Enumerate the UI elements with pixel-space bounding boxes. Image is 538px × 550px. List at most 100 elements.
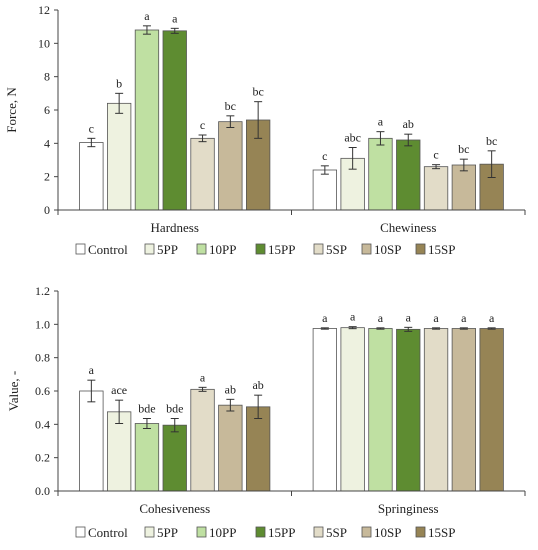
significance-letter: bc bbox=[486, 134, 497, 148]
legend-label-5SP: 5SP bbox=[326, 525, 347, 540]
y-tick-label: 0.2 bbox=[35, 451, 50, 465]
chart-value: Value, -0.00.20.40.60.81.01.2aaaceabdeab… bbox=[6, 284, 526, 540]
bar-10PP-Hardness bbox=[134, 29, 160, 211]
significance-letter: abc bbox=[344, 131, 361, 145]
bar-5SP-Springiness bbox=[423, 328, 449, 492]
bar-15PP-Springiness bbox=[396, 328, 421, 492]
significance-letter: bde bbox=[166, 402, 183, 416]
y-tick-label: 0.4 bbox=[35, 417, 50, 431]
legend-label-Control: Control bbox=[88, 525, 128, 540]
category-label: Cohesiveness bbox=[139, 501, 210, 516]
bar-10SP-Hardness bbox=[218, 121, 243, 211]
significance-letter: a bbox=[89, 363, 95, 377]
significance-letter: bde bbox=[138, 402, 155, 416]
bar-10SP-Springiness bbox=[451, 328, 477, 492]
significance-letter: a bbox=[200, 370, 206, 384]
bar-15PP-Chewiness bbox=[396, 139, 421, 211]
y-tick-label: 12 bbox=[38, 3, 50, 17]
y-tick-label: 4 bbox=[44, 136, 50, 150]
legend-label-10SP: 10SP bbox=[374, 525, 401, 540]
bar-5SP-Hardness bbox=[190, 137, 215, 211]
legend-swatch-15SP bbox=[415, 526, 426, 538]
legend-swatch-10PP bbox=[196, 243, 207, 255]
legend-label-15PP: 15PP bbox=[268, 242, 295, 257]
legend-label-5PP: 5PP bbox=[157, 242, 178, 257]
significance-letter: a bbox=[144, 9, 150, 23]
y-axis-title: Force, N bbox=[4, 87, 19, 133]
y-axis-title: Value, - bbox=[6, 371, 21, 411]
y-tick-label: 10 bbox=[38, 36, 50, 50]
category-label: Springiness bbox=[378, 501, 439, 516]
y-tick-label: 0.6 bbox=[35, 384, 50, 398]
legend-label-15PP: 15PP bbox=[268, 525, 295, 540]
legend-label-15SP: 15SP bbox=[428, 525, 455, 540]
chart-force: Force, N024681012ccbabcaaaabccbcbcbcbcHa… bbox=[4, 3, 526, 257]
bar-Control-Hardness bbox=[79, 142, 104, 211]
significance-letter: c bbox=[200, 118, 205, 132]
legend-swatch-10PP bbox=[196, 526, 207, 538]
legend-label-Control: Control bbox=[88, 242, 128, 257]
significance-letter: a bbox=[322, 311, 328, 325]
bar-10PP-Springiness bbox=[368, 328, 393, 492]
legend-label-15SP: 15SP bbox=[428, 242, 455, 257]
bar-5SP-Chewiness bbox=[423, 166, 449, 211]
significance-letter: b bbox=[116, 76, 122, 90]
legend-swatch-Control bbox=[75, 526, 86, 538]
y-tick-label: 1.2 bbox=[35, 284, 50, 298]
legend-swatch-5PP bbox=[144, 526, 155, 538]
bar-Control-Cohesiveness bbox=[79, 390, 104, 492]
legend-swatch-5PP bbox=[144, 243, 155, 255]
bar-10SP-Chewiness bbox=[451, 164, 477, 211]
significance-letter: ab bbox=[403, 117, 414, 131]
legend-label-10PP: 10PP bbox=[209, 525, 236, 540]
legend-label-10PP: 10PP bbox=[209, 242, 236, 257]
legend-label-10SP: 10SP bbox=[374, 242, 401, 257]
y-tick-label: 0.0 bbox=[35, 484, 50, 498]
significance-letter: a bbox=[172, 11, 178, 25]
significance-letter: bc bbox=[225, 99, 236, 113]
legend-swatch-15PP bbox=[255, 243, 266, 255]
legend-swatch-10SP bbox=[361, 243, 372, 255]
significance-letter: a bbox=[461, 311, 467, 325]
bar-15PP-Cohesiveness bbox=[162, 424, 187, 492]
significance-letter: a bbox=[433, 311, 439, 325]
legend-swatch-5SP bbox=[313, 243, 324, 255]
significance-letter: c bbox=[322, 149, 327, 163]
legend-swatch-5SP bbox=[313, 526, 324, 538]
significance-letter: bc bbox=[252, 85, 263, 99]
bar-15SP-Springiness bbox=[479, 328, 504, 492]
significance-letter: ab bbox=[225, 382, 236, 396]
bar-15SP-Cohesiveness bbox=[245, 406, 271, 492]
legend-swatch-Control bbox=[75, 243, 86, 255]
bar-5PP-Hardness bbox=[107, 102, 132, 211]
bar-Control-Springiness bbox=[312, 328, 338, 492]
category-label: Chewiness bbox=[380, 220, 436, 235]
bar-10PP-Chewiness bbox=[368, 137, 393, 211]
significance-letter: a bbox=[378, 115, 384, 129]
bar-5SP-Cohesiveness bbox=[190, 388, 215, 492]
bar-10SP-Cohesiveness bbox=[218, 404, 243, 492]
legend-label-5SP: 5SP bbox=[326, 242, 347, 257]
legend-swatch-15PP bbox=[255, 526, 266, 538]
bar-10PP-Cohesiveness bbox=[134, 423, 160, 492]
y-tick-label: 0.8 bbox=[35, 351, 50, 365]
significance-letter: a bbox=[489, 311, 495, 325]
category-label: Hardness bbox=[151, 220, 199, 235]
significance-letter: c bbox=[433, 148, 438, 162]
significance-letter: a bbox=[406, 310, 412, 324]
legend-label-5PP: 5PP bbox=[157, 525, 178, 540]
legend-swatch-15SP bbox=[415, 243, 426, 255]
bar-Control-Chewiness bbox=[312, 169, 338, 211]
significance-letter: ace bbox=[111, 383, 127, 397]
bar-15PP-Hardness bbox=[162, 30, 187, 211]
significance-letter: a bbox=[350, 310, 356, 324]
y-tick-label: 6 bbox=[44, 103, 50, 117]
y-tick-label: 8 bbox=[44, 70, 50, 84]
significance-letter: c bbox=[89, 121, 94, 135]
y-tick-label: 0 bbox=[44, 203, 50, 217]
bar-5PP-Springiness bbox=[340, 327, 365, 492]
y-tick-label: 2 bbox=[44, 170, 50, 184]
y-tick-label: 1.0 bbox=[35, 317, 50, 331]
legend-swatch-10SP bbox=[361, 526, 372, 538]
